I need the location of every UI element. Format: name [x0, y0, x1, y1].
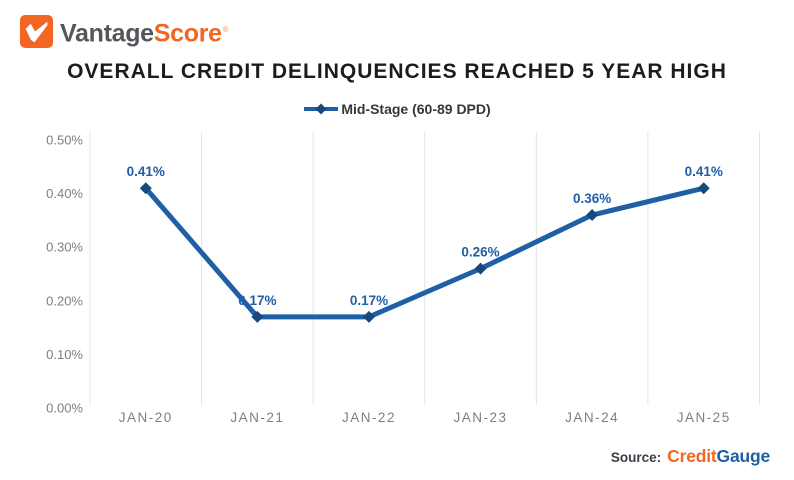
- x-tick-label: JAN-20: [119, 410, 173, 425]
- chart-legend: Mid-Stage (60-89 DPD): [0, 101, 794, 117]
- data-point-marker: [362, 310, 375, 323]
- data-point-label: 0.41%: [127, 164, 165, 179]
- x-tick-label: JAN-23: [454, 410, 508, 425]
- y-tick-label: 0.30%: [46, 240, 83, 255]
- y-tick-label: 0.00%: [46, 401, 83, 416]
- line-chart: 0.00% 0.10% 0.20% 0.30% 0.40% 0.50% JAN-20 JAN-…: [46, 132, 760, 425]
- y-tick-label: 0.20%: [46, 293, 83, 308]
- data-point-marker: [251, 310, 264, 323]
- vantagescore-logo-text: VantageScore®: [60, 13, 229, 50]
- x-tick-label: JAN-21: [230, 410, 284, 425]
- x-tick-label: JAN-22: [342, 410, 396, 425]
- y-tick-label: 0.50%: [46, 133, 83, 148]
- chart-title: OVERALL CREDIT DELINQUENCIES REACHED 5 Y…: [67, 60, 727, 83]
- source-line: Source: CreditGauge: [611, 446, 770, 467]
- source-label: Source:: [610, 450, 662, 465]
- data-point-marker: [139, 182, 152, 195]
- data-point-marker: [586, 209, 599, 222]
- vantagescore-logo-icon: [20, 15, 53, 49]
- logo-text-vantage: Vantage: [60, 19, 154, 48]
- series-line: [143, 185, 707, 320]
- creditgauge-logo: CreditGauge: [667, 446, 770, 467]
- y-tick-label: 0.40%: [46, 186, 83, 201]
- creditgauge-logo-credit: Credit: [667, 446, 717, 466]
- trademark-symbol: ®: [222, 25, 229, 34]
- data-point-label: 0.26%: [461, 245, 499, 260]
- vantagescore-logo: VantageScore®: [20, 13, 229, 50]
- data-point-marker: [697, 182, 710, 195]
- logo-text-score: Score: [153, 19, 222, 48]
- data-point-label: 0.17%: [350, 293, 388, 308]
- data-point-label: 0.36%: [573, 191, 611, 206]
- creditgauge-logo-gauge: Gauge: [716, 446, 771, 466]
- data-point-marker: [474, 262, 487, 275]
- y-tick-label: 0.10%: [46, 347, 83, 362]
- x-tick-label: JAN-24: [565, 410, 619, 425]
- data-point-label: 0.41%: [685, 164, 723, 179]
- data-point-label: 0.17%: [238, 293, 276, 308]
- legend-label: Mid-Stage (60-89 DPD): [341, 101, 491, 117]
- x-tick-label: JAN-25: [677, 410, 731, 425]
- legend-line-marker-icon: [304, 103, 339, 115]
